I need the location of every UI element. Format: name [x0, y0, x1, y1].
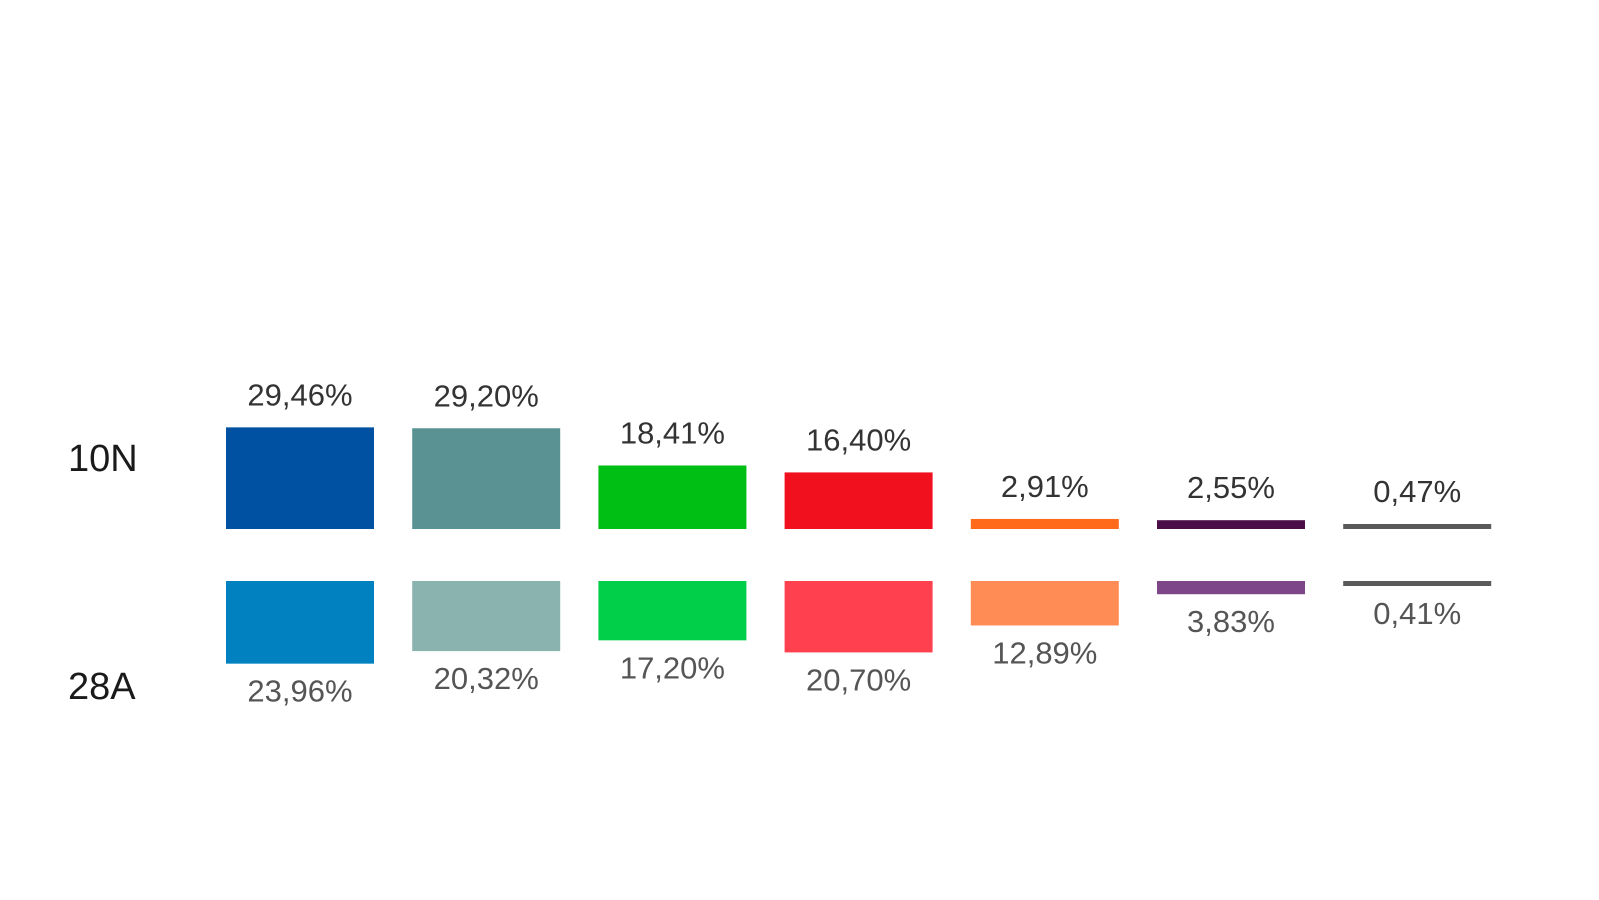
row-labels: 10N 28A: [68, 438, 138, 708]
value-label-10n-1: 29,46%: [247, 377, 352, 412]
value-label-10n-4: 16,40%: [806, 422, 911, 457]
bars-10n: [226, 427, 1492, 529]
bar-10n-1: [226, 427, 374, 529]
bar-10n-4: [784, 472, 933, 529]
value-label-10n-3: 18,41%: [620, 415, 725, 450]
value-labels-10n: 29,46% 29,20% 18,41% 16,40% 2,91% 2,55% 0,47%: [247, 377, 1461, 509]
bar-10n-3: [598, 465, 747, 529]
bar-10n-6: [1157, 520, 1305, 529]
row-label-10n: 10N: [68, 438, 138, 480]
bar-28a-1: [226, 581, 374, 664]
bar-28a-7: [1343, 581, 1492, 586]
value-label-28a-1: 23,96%: [247, 674, 352, 709]
value-labels-28a: 23,96% 20,32% 17,20% 20,70% 12,89% 3,83% 0,41%: [247, 596, 1461, 709]
bar-28a-3: [598, 581, 747, 641]
value-label-28a-4: 20,70%: [806, 662, 911, 697]
bar-10n-2: [412, 428, 561, 529]
bar-10n-5: [970, 518, 1119, 529]
bar-28a-2: [412, 581, 561, 652]
bar-28a-5: [970, 581, 1119, 626]
value-label-28a-2: 20,32%: [434, 661, 539, 696]
bar-28a-4: [784, 581, 933, 653]
bar-28a-6: [1157, 581, 1305, 595]
value-label-28a-7: 0,41%: [1373, 596, 1461, 631]
value-label-28a-3: 17,20%: [620, 650, 725, 685]
value-label-28a-5: 12,89%: [992, 635, 1097, 670]
bar-10n-7: [1343, 524, 1492, 529]
value-label-28a-6: 3,83%: [1187, 604, 1275, 639]
value-label-10n-2: 29,20%: [434, 378, 539, 413]
value-label-10n-5: 2,91%: [1001, 469, 1089, 504]
bars-28a: [226, 581, 1492, 664]
row-label-28a: 28A: [68, 666, 136, 708]
value-label-10n-7: 0,47%: [1373, 474, 1461, 509]
value-label-10n-6: 2,55%: [1187, 470, 1275, 505]
